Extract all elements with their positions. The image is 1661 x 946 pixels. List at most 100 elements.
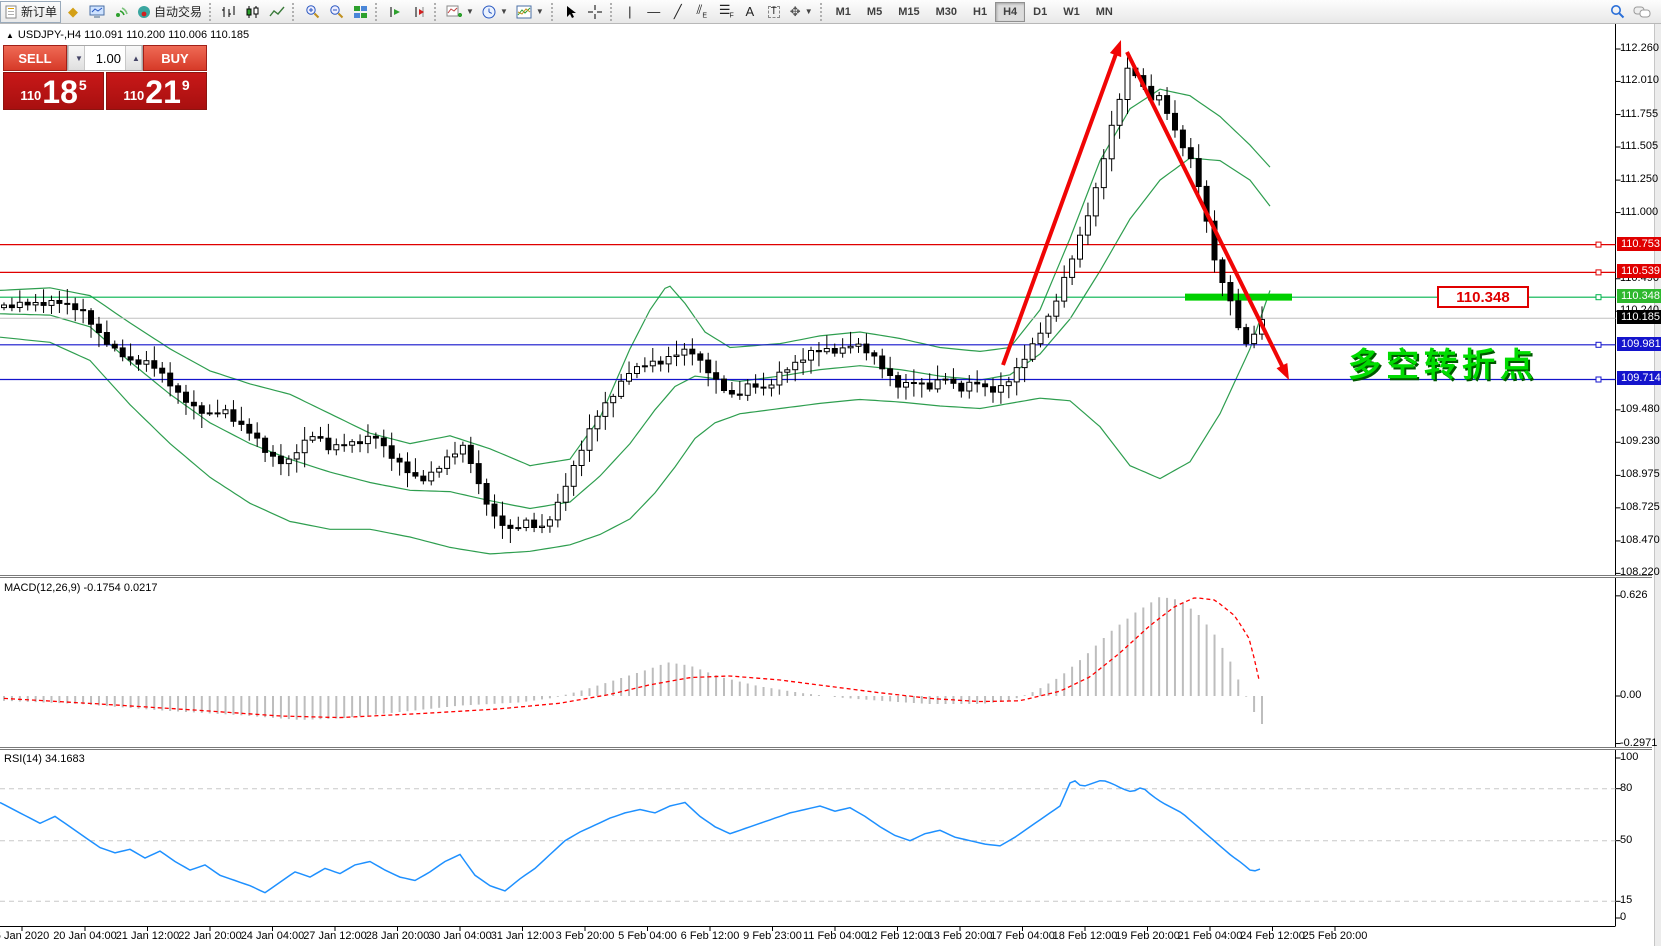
buy-price-pips: 21 — [145, 74, 181, 111]
cn-annotation-turning-point[interactable]: 多空转折点 — [1348, 346, 1538, 383]
timeframe-button-W1[interactable]: W1 — [1063, 5, 1080, 18]
date-tick-label: 9 Feb 23:00 — [743, 930, 802, 942]
line-chart-button[interactable] — [265, 1, 289, 23]
timeframe-button-M15[interactable]: M15 — [898, 5, 920, 18]
fibonacci-button[interactable]: ☰F — [714, 1, 738, 23]
rsi-axis-tick: 100 — [1620, 751, 1639, 763]
chat-icon — [1633, 6, 1651, 17]
rsi-panel-splitter[interactable] — [0, 747, 1652, 750]
date-tick-label: 17 Feb 04:00 — [990, 930, 1055, 942]
auto-trading-label: 自动交易 — [154, 5, 203, 19]
toolbar-separator — [609, 2, 615, 21]
chat-button[interactable] — [1629, 1, 1655, 23]
bar-chart-button[interactable] — [217, 1, 241, 23]
text-icon: A — [745, 4, 755, 19]
macd-axis-tick: 0.00 — [1620, 689, 1642, 701]
horizontal-line-icon: — — [647, 4, 661, 19]
timeframe-button-D1[interactable]: D1 — [1033, 5, 1048, 18]
price-level-label: 109.714 — [1617, 371, 1661, 386]
volume-increase-button[interactable]: ▲ — [125, 46, 142, 70]
chevron-down-icon: ▼ — [804, 7, 813, 16]
zoom-in-button[interactable] — [300, 1, 324, 23]
metaquotes-button[interactable]: ◆ — [61, 1, 85, 23]
buy-button[interactable]: BUY — [143, 45, 207, 71]
crosshair-button[interactable] — [583, 1, 607, 23]
price-level-label: 110.185 — [1617, 310, 1661, 325]
templates-icon — [516, 5, 532, 18]
chart-shift-button[interactable] — [407, 1, 431, 23]
terminal-button[interactable] — [85, 1, 109, 23]
date-tick-label: 19 Feb 20:00 — [1115, 930, 1180, 942]
chart-canvas[interactable] — [0, 24, 1615, 926]
tile-windows-button[interactable] — [348, 1, 372, 23]
indicators-icon — [446, 5, 463, 17]
new-order-button[interactable]: 新订单 — [0, 0, 62, 23]
text-label-button[interactable]: T — [762, 1, 786, 23]
trendline-icon: ╱ — [673, 4, 682, 19]
date-tick-label: 27 Jan 12:00 — [303, 930, 367, 942]
auto-scroll-button[interactable] — [383, 1, 407, 23]
buy-price-fraction: 9 — [181, 77, 190, 93]
new-order-icon — [5, 5, 17, 18]
candlestick-chart-button[interactable] — [241, 1, 265, 23]
toolbar-separator — [209, 2, 214, 21]
auto-trading-icon — [138, 5, 151, 18]
templates-button[interactable]: ▼ — [512, 1, 548, 23]
volume-decrease-button[interactable]: ▼ — [68, 46, 85, 70]
buy-price-button[interactable]: 110 21 9 — [106, 72, 207, 110]
volume-stepper: ▼ 1.00 ▲ — [67, 45, 143, 71]
cursor-button[interactable] — [559, 1, 583, 23]
one-click-trading-panel: SELL ▼ 1.00 ▲ BUY 110 18 5 110 21 9 — [3, 45, 207, 110]
date-tick-label: 20 Jan 04:00 — [53, 930, 117, 942]
macd-panel-splitter[interactable] — [0, 575, 1652, 578]
signal-icon — [116, 6, 128, 17]
chart-shift-icon — [415, 6, 424, 17]
timeframe-button-H1[interactable]: H1 — [973, 5, 988, 18]
date-tick-label: 24 Feb 12:00 — [1240, 930, 1305, 942]
timeframe-button-MN[interactable]: MN — [1095, 5, 1113, 18]
sell-price-button[interactable]: 110 18 5 — [3, 72, 104, 110]
date-tick-label: 12 Feb 12:00 — [865, 930, 930, 942]
buy-price-big-figure: 110 — [123, 88, 145, 103]
search-icon — [1610, 5, 1624, 19]
sell-price-fraction: 5 — [78, 77, 87, 93]
volume-value[interactable]: 1.00 — [95, 50, 121, 66]
vertical-line-button[interactable]: | — [618, 1, 642, 23]
timeframe-button-M5[interactable]: M5 — [866, 5, 883, 18]
arrows-icon: ✥ — [789, 4, 801, 19]
indicators-button[interactable]: ▼ — [442, 1, 478, 23]
date-tick-label: 30 Jan 04:00 — [428, 930, 492, 942]
price-tag-110348[interactable]: 110.348 — [1437, 286, 1529, 308]
equidistant-channel-button[interactable]: ⫽E — [690, 1, 714, 23]
candlestick-icon — [246, 5, 259, 18]
price-level-label: 110.753 — [1617, 236, 1661, 251]
sell-button[interactable]: SELL — [3, 45, 67, 71]
price-level-label: 110.348 — [1617, 289, 1661, 304]
date-tick-label: 18 Feb 12:00 — [1052, 930, 1118, 942]
timeframe-button-M1[interactable]: M1 — [835, 5, 851, 18]
line-chart-icon — [269, 6, 285, 16]
date-tick-label: 28 Jan 20:00 — [365, 930, 430, 942]
horizontal-line-button[interactable]: — — [642, 1, 666, 23]
text-button[interactable]: A — [738, 1, 762, 23]
periods-button[interactable]: ▼ — [478, 1, 512, 23]
symbol-collapse-icon[interactable]: ▲ — [6, 31, 14, 40]
channel-icon: ⫽E — [696, 2, 708, 20]
timeframe-button-M30[interactable]: M30 — [935, 5, 957, 18]
zoom-out-button[interactable] — [324, 1, 348, 23]
sell-price-big-figure: 110 — [20, 88, 42, 103]
chevron-down-icon: ▼ — [499, 7, 508, 16]
signals-button[interactable] — [109, 1, 133, 23]
price-tick: 111.505 — [1620, 139, 1659, 152]
toolbar-separator — [292, 2, 297, 21]
auto-trading-button[interactable]: 自动交易 — [133, 1, 206, 23]
arrows-button[interactable]: ✥ ▼ — [786, 1, 817, 23]
date-tick-label: 11 Feb 04:00 — [802, 930, 868, 942]
date-tick-label: 3 Feb 20:00 — [555, 930, 615, 942]
search-button[interactable] — [1605, 1, 1629, 23]
rsi-axis-tick: 0 — [1620, 911, 1627, 923]
rsi-label: RSI(14) 34.1683 — [4, 753, 85, 765]
price-tick: 111.250 — [1620, 173, 1659, 186]
timeframe-button-H4[interactable]: H4 — [995, 1, 1026, 22]
trendline-button[interactable]: ╱ — [666, 1, 690, 23]
